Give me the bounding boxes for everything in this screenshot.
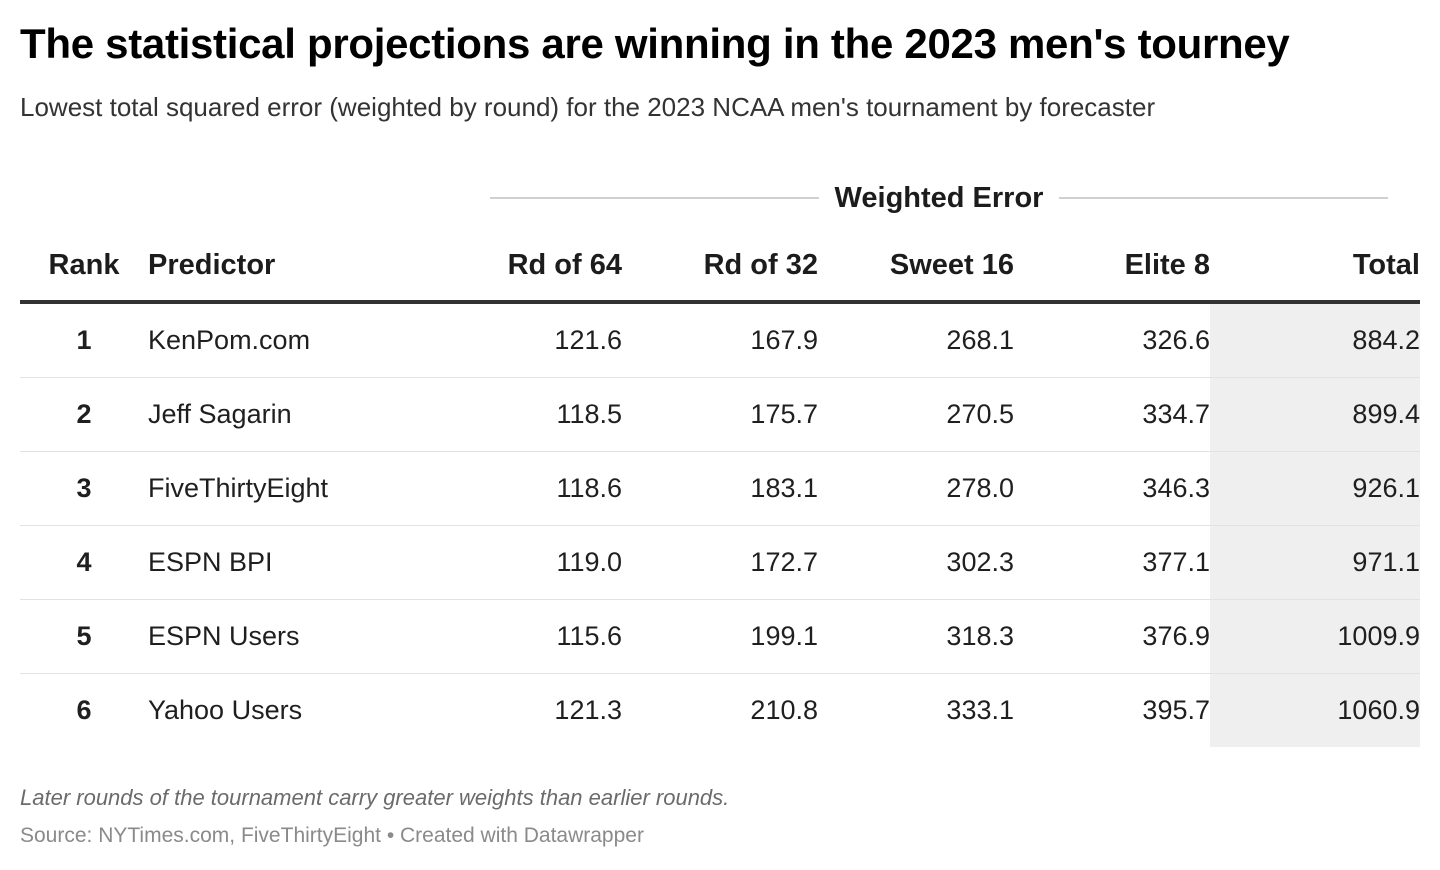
cell-rank: 6 — [76, 695, 92, 725]
cell-rd-of-64: 121.3 — [554, 695, 622, 725]
cell-total: 1009.9 — [1210, 599, 1420, 674]
chart-notes: Later rounds of the tournament carry gre… — [20, 785, 730, 810]
cell-elite-8: 376.9 — [1014, 599, 1210, 674]
cell-rd-of-64: 121.6 — [485, 302, 622, 378]
cell-rank: 1 — [20, 302, 148, 378]
cell-elite-8: 395.7 — [1142, 695, 1210, 725]
cell-rank: 2 — [20, 377, 148, 452]
column-header-sweet-16[interactable]: Sweet 16 — [818, 230, 1014, 304]
cell-elite-8: 377.1 — [1014, 525, 1210, 600]
cell-sweet-16: 270.5 — [818, 377, 1014, 452]
cell-rd-of-32: 210.8 — [750, 695, 818, 725]
cell-rd-of-32: 183.1 — [622, 451, 818, 526]
spanner-rule-right — [1059, 197, 1388, 199]
table-header-row: Rank Predictor Rd of 64 Rd of 32 Sweet 1… — [20, 230, 1420, 304]
table-row: 3 FiveThirtyEight 118.6 183.1 278.0 346.… — [20, 451, 1420, 526]
cell-rd-of-64: 115.6 — [485, 599, 622, 674]
cell-total: 899.4 — [1210, 377, 1420, 452]
table-row: 1 KenPom.com 121.6 167.9 268.1 326.6 884… — [20, 302, 1420, 378]
spanner-rule-left — [490, 197, 819, 199]
cell-rd-of-32: 175.7 — [622, 377, 818, 452]
cell-rd-of-64: 118.5 — [485, 377, 622, 452]
chart-subtitle: Lowest total squared error (weighted by … — [20, 92, 1156, 122]
cell-elite-8: 346.3 — [1014, 451, 1210, 526]
cell-sweet-16: 268.1 — [818, 302, 1014, 378]
table-row: 6 Yahoo Users 121.3 210.8 333.1 395.7 10… — [20, 673, 1420, 747]
table-row: 5 ESPN Users 115.6 199.1 318.3 376.9 100… — [20, 599, 1420, 674]
column-group-label: Weighted Error — [834, 181, 1044, 214]
column-header-rd-of-32[interactable]: Rd of 32 — [622, 230, 818, 304]
cell-rd-of-64: 119.0 — [485, 525, 622, 600]
table-row: 2 Jeff Sagarin 118.5 175.7 270.5 334.7 8… — [20, 377, 1420, 452]
cell-predictor: FiveThirtyEight — [148, 451, 485, 526]
column-header-elite-8[interactable]: Elite 8 — [1014, 230, 1210, 304]
cell-sweet-16: 318.3 — [818, 599, 1014, 674]
cell-predictor: ESPN BPI — [148, 525, 485, 600]
cell-rank: 3 — [20, 451, 148, 526]
cell-rd-of-32: 167.9 — [622, 302, 818, 378]
table-row: 4 ESPN BPI 119.0 172.7 302.3 377.1 971.1 — [20, 525, 1420, 600]
chart-title: The statistical projections are winning … — [20, 20, 1290, 67]
cell-rank: 5 — [20, 599, 148, 674]
cell-predictor: Yahoo Users — [148, 695, 303, 725]
cell-elite-8: 334.7 — [1014, 377, 1210, 452]
column-group-header: Weighted Error — [490, 178, 1388, 218]
column-header-total[interactable]: Total — [1210, 230, 1420, 304]
cell-sweet-16: 333.1 — [946, 695, 1014, 725]
cell-predictor: ESPN Users — [148, 599, 485, 674]
column-header-predictor[interactable]: Predictor — [148, 230, 485, 304]
cell-total: 971.1 — [1210, 525, 1420, 600]
column-header-rank[interactable]: Rank — [20, 230, 148, 304]
chart-source: Source: NYTimes.com, FiveThirtyEight • C… — [20, 824, 644, 847]
cell-total: 926.1 — [1210, 451, 1420, 526]
column-header-rd-of-64[interactable]: Rd of 64 — [485, 230, 622, 304]
cell-rd-of-32: 172.7 — [622, 525, 818, 600]
cell-predictor: Jeff Sagarin — [148, 377, 485, 452]
cell-sweet-16: 302.3 — [818, 525, 1014, 600]
cell-rd-of-32: 199.1 — [622, 599, 818, 674]
cell-total: 884.2 — [1210, 302, 1420, 378]
cell-predictor: KenPom.com — [148, 302, 485, 378]
cell-total: 1060.9 — [1210, 673, 1420, 747]
cell-sweet-16: 278.0 — [818, 451, 1014, 526]
results-table: Rank Predictor Rd of 64 Rd of 32 Sweet 1… — [20, 230, 1420, 747]
cell-rank: 4 — [20, 525, 148, 600]
cell-rd-of-64: 118.6 — [485, 451, 622, 526]
cell-elite-8: 326.6 — [1014, 302, 1210, 378]
